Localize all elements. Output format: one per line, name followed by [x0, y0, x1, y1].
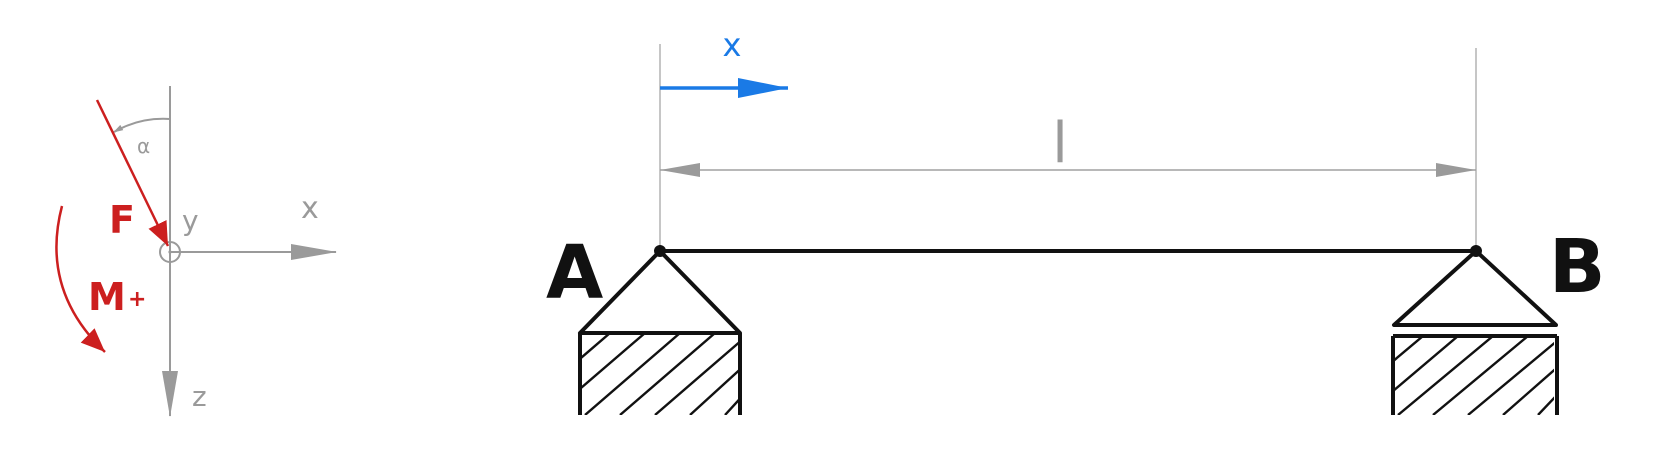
angle-arc [113, 117, 171, 133]
beam-coordinate-label: x [723, 26, 742, 64]
support-b [1391, 245, 1559, 415]
hinge-b [1470, 245, 1482, 257]
sign-convention: α F y x z M + [55, 86, 337, 417]
hinge-a [654, 245, 666, 257]
moment-label: M [88, 275, 126, 319]
axis-z-label: z [192, 380, 207, 413]
support-a-label: A [546, 230, 603, 316]
axis-y-label: y [182, 204, 199, 237]
beam-system: l x A [546, 26, 1605, 415]
support-a [578, 245, 742, 415]
moment-sign: + [128, 287, 146, 312]
y-axis-origin-icon [159, 241, 181, 263]
span-label: l [1052, 111, 1068, 176]
angle-label: α [137, 134, 150, 158]
moment-arrow [55, 205, 106, 353]
force-arrow [95, 99, 170, 247]
axis-x-label: x [301, 191, 319, 226]
force-label: F [109, 198, 135, 242]
support-b-label: B [1549, 224, 1605, 310]
